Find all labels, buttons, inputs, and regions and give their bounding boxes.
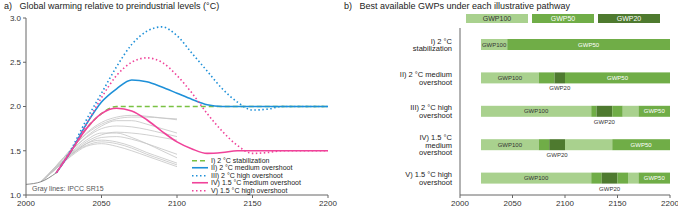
svg-text:V) 1.5 °C highovershoot: V) 1.5 °C highovershoot — [405, 170, 453, 187]
svg-text:2100: 2100 — [168, 199, 186, 208]
svg-text:GWP100: GWP100 — [524, 108, 549, 114]
svg-text:GWP20: GWP20 — [594, 119, 616, 125]
html-text:Gray lines: IPCC SR15: Gray lines: IPCC SR15 — [32, 185, 104, 192]
svg-text:GWP50: GWP50 — [644, 175, 666, 181]
svg-text:GWP100: GWP100 — [498, 75, 523, 81]
svg-text:I) 2 °Cstabilization: I) 2 °Cstabilization — [413, 37, 453, 54]
html-text:GWP50: GWP50 — [550, 15, 576, 22]
svg-text:3.0: 3.0 — [10, 14, 22, 23]
html-text:II) 2 °C medium overshoot: II) 2 °C medium overshoot — [211, 164, 293, 171]
svg-text:2100: 2100 — [556, 199, 574, 208]
svg-text:2200: 2200 — [319, 199, 337, 208]
svg-text:GWP20: GWP20 — [549, 85, 571, 91]
html-text:V) 1.5 °C high overshoot: V) 1.5 °C high overshoot — [211, 186, 288, 194]
svg-text:GWP50: GWP50 — [578, 42, 600, 48]
html-text:GWP100: GWP100 — [482, 15, 512, 22]
svg-text:2000: 2000 — [17, 199, 35, 208]
html-text:III) 2 °C high overshoot: III) 2 °C high overshoot — [211, 171, 283, 179]
svg-text:GWP20: GWP20 — [599, 186, 621, 192]
svg-text:III) 2 °C highovershoot: III) 2 °C highovershoot — [410, 103, 453, 120]
svg-text:GWP50: GWP50 — [607, 75, 629, 81]
html-text:a) Global warming relative to: a) Global warming relative to preindustr… — [4, 1, 220, 11]
svg-text:GWP100: GWP100 — [482, 42, 507, 48]
svg-text:2050: 2050 — [504, 199, 522, 208]
svg-text:1.5: 1.5 — [10, 147, 22, 156]
svg-text:GWP100: GWP100 — [498, 142, 523, 148]
svg-text:GWP100: GWP100 — [524, 175, 549, 181]
svg-text:GWP50: GWP50 — [631, 142, 653, 148]
svg-text:2000: 2000 — [451, 199, 469, 208]
svg-text:2150: 2150 — [609, 199, 627, 208]
svg-text:II) 2 °C mediumovershoot: II) 2 °C mediumovershoot — [400, 70, 453, 87]
html-text:GWP20: GWP20 — [616, 15, 642, 22]
svg-text:2.0: 2.0 — [10, 102, 22, 111]
html-text:I) 2 °C stabilization: I) 2 °C stabilization — [211, 156, 270, 164]
svg-text:GWP50: GWP50 — [644, 108, 666, 114]
svg-text:2050: 2050 — [93, 199, 111, 208]
svg-text:GWP20: GWP20 — [547, 152, 569, 158]
html-text:IV) 1.5 °C medium overshoot: IV) 1.5 °C medium overshoot — [211, 179, 301, 186]
svg-text:2150: 2150 — [244, 199, 262, 208]
svg-text:2200: 2200 — [661, 199, 672, 208]
svg-text:1.0: 1.0 — [10, 191, 22, 200]
svg-text:IV) 1.5 °Cmediumovershoot: IV) 1.5 °Cmediumovershoot — [419, 133, 453, 157]
svg-text:2.5: 2.5 — [10, 58, 22, 67]
html-text:b) Best available GWPs under e: b) Best available GWPs under each illust… — [344, 1, 571, 11]
